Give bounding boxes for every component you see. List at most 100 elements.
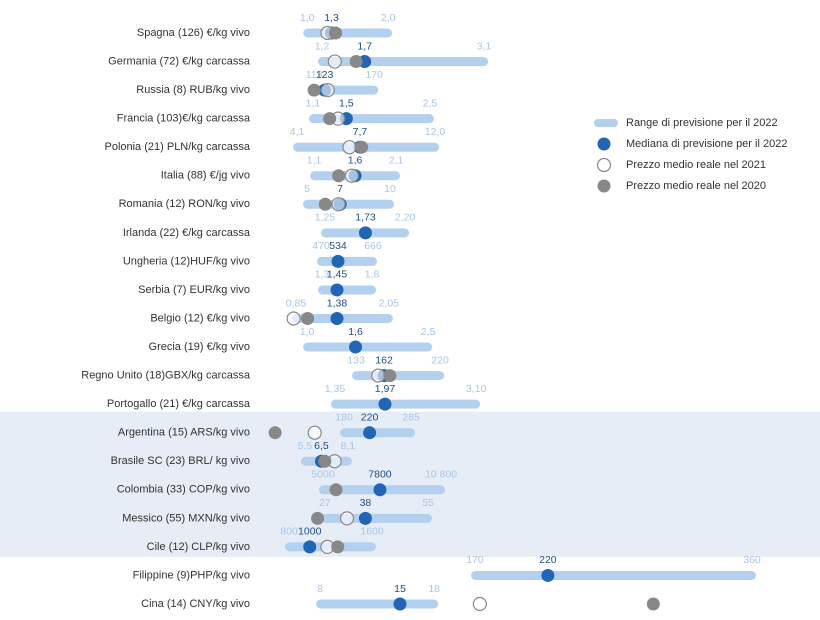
median-dot: [349, 340, 363, 354]
median-dot: [541, 568, 555, 582]
legend-label: Prezzo medio reale nel 2021: [626, 159, 766, 171]
median-label: 162: [375, 354, 393, 366]
median-label: 220: [361, 411, 379, 423]
row-label: Filippine (9)PHP/kg vivo: [133, 569, 250, 581]
legend-label: Prezzo medio reale nel 2020: [626, 180, 766, 192]
price-2020-dot: [331, 540, 345, 554]
median-dot: [393, 597, 407, 611]
min-label: 1,3: [315, 269, 330, 281]
median-dot: [330, 283, 344, 297]
price-2021-dot: [331, 197, 346, 212]
price-2021-dot: [307, 425, 322, 440]
price-2020-dot: [301, 312, 315, 325]
row-label: Messico (55) MXN/kg vivo: [122, 512, 250, 524]
range-bar: [317, 256, 378, 266]
price-2021-dot: [286, 311, 301, 326]
price-2020-dot: [332, 169, 346, 183]
max-label: 8,1: [341, 440, 356, 452]
row-label: Cina (14) CNY/kg vivo: [141, 598, 250, 610]
legend-swatch: [597, 179, 611, 193]
median-label: 1,6: [348, 155, 363, 167]
max-label: 10 800: [425, 469, 457, 481]
price-2020-dot: [355, 140, 369, 154]
range-bar: [470, 570, 757, 580]
min-label: 27: [319, 497, 331, 509]
median-label: 7800: [368, 469, 392, 481]
row-label: Russia (8) RUB/kg vivo: [136, 84, 250, 96]
min-label: 180: [335, 411, 353, 423]
price-2021-dot: [472, 596, 487, 612]
rows: Spagna (126) €/kg vivo 1,0 1,3 2,0 Germania …: [81, 12, 761, 612]
range-bar: [303, 342, 433, 352]
median-label: 1,6: [348, 326, 363, 338]
row-label: Italia (88) €/jg vivo: [161, 170, 250, 182]
median-dot: [373, 483, 387, 497]
max-label: 18: [428, 583, 440, 595]
max-label: 2,0: [381, 12, 396, 24]
row-label: Cile (12) CLP/kg vivo: [147, 541, 250, 553]
max-label: 10: [384, 183, 396, 195]
min-label: 133: [347, 354, 365, 366]
min-label: 5000: [311, 469, 335, 481]
median-label: 220: [539, 554, 557, 566]
max-label: 55: [422, 497, 434, 509]
legend-label: Mediana di previsione per il 2022: [626, 138, 787, 150]
max-label: 1,8: [365, 269, 380, 281]
min-label: 113: [306, 69, 323, 81]
price-2020-dot: [318, 197, 332, 211]
max-label: 2,5: [421, 326, 436, 338]
row-label: Portogallo (21) €/kg carcassa: [107, 398, 251, 410]
row-label: Colombia (33) COP/kg vivo: [117, 484, 250, 496]
row-label: Spagna (126) €/kg vivo: [137, 27, 250, 39]
price-2020-dot: [307, 83, 321, 97]
min-label: 1,25: [315, 212, 336, 224]
range-bar: [340, 428, 416, 438]
row-label: Ungheria (12)HUF/kg vivo: [123, 255, 250, 267]
price-2021-dot: [327, 54, 342, 69]
max-label: 285: [402, 411, 420, 423]
range-bar: [318, 57, 489, 67]
price-2020-dot: [329, 483, 343, 497]
median-label: 1,73: [355, 212, 376, 224]
max-label: 3,1: [477, 40, 492, 52]
range-bar: [303, 199, 394, 209]
price-2020-dot: [349, 55, 363, 69]
price-2020-dot: [383, 369, 397, 383]
min-label: 1,2: [315, 40, 330, 52]
price-2020-dot: [646, 597, 660, 611]
legend-swatch: [597, 137, 611, 151]
min-label: 5,5: [298, 440, 313, 452]
row-label: Polonia (21) PLN/kg carcassa: [104, 141, 250, 153]
min-label: 1,1: [306, 97, 321, 109]
price-2021-dot: [339, 511, 355, 526]
price-2020-dot: [311, 511, 325, 525]
max-label: 3,10: [466, 383, 487, 395]
median-label: 15: [394, 583, 406, 595]
median-label: 38: [360, 497, 372, 509]
median-dot: [363, 426, 377, 440]
min-label: 800: [280, 526, 298, 538]
median-dot: [303, 540, 317, 554]
median-label: 6,5: [314, 440, 329, 452]
row-label: Germania (72) €/kg carcassa: [108, 55, 251, 67]
max-label: 220: [431, 354, 449, 366]
median-dot: [358, 226, 372, 240]
max-label: 12,0: [425, 126, 446, 138]
min-label: 1,35: [325, 383, 346, 395]
row-label: Regno Unito (18)GBX/kg carcassa: [81, 370, 251, 382]
row-label: Brasile SC (23) BRL/ kg vivo: [111, 455, 250, 467]
median-dot: [331, 254, 345, 268]
price-2021-dot: [342, 140, 357, 155]
max-label: 2,05: [379, 297, 400, 309]
range-bar: [352, 371, 445, 381]
price-2021-dot: [344, 168, 359, 183]
price-2021-dot: [371, 368, 386, 383]
legend-swatch: [596, 157, 612, 173]
range-bar: [303, 28, 393, 38]
range-bar: [318, 285, 376, 295]
row-label: Francia (103)€/kg carcassa: [117, 113, 251, 125]
row-label: Argentina (15) ARS/kg vivo: [118, 427, 250, 439]
min-label: 0,85: [286, 297, 307, 309]
row-label: Romania (12) RON/kg vivo: [119, 198, 250, 210]
